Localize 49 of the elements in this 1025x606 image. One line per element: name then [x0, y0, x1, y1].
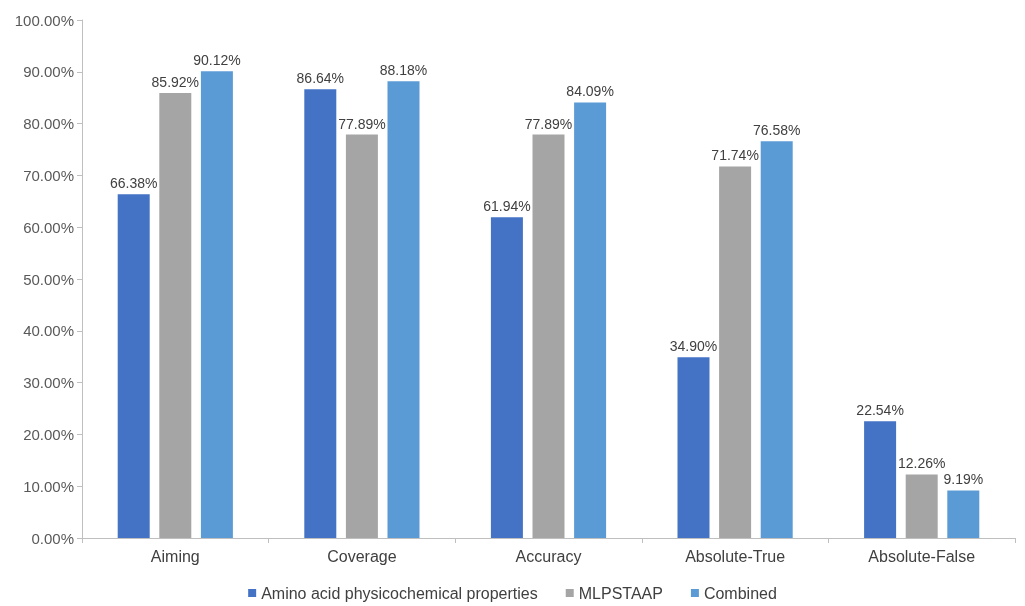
legend-label: Amino acid physicochemical properties: [261, 584, 538, 602]
data-label: 71.74%: [711, 147, 759, 164]
y-tick-label: 10.00%: [23, 477, 74, 495]
bar: [719, 166, 752, 538]
data-label: 34.90%: [669, 338, 718, 355]
y-tick-label: 20.00%: [23, 425, 74, 443]
bar: [304, 89, 337, 538]
bar: [490, 217, 523, 538]
x-tick-label: Accuracy: [515, 547, 582, 565]
data-label: 84.09%: [566, 83, 614, 100]
legend-label: Combined: [703, 584, 777, 602]
data-label: 86.64%: [296, 70, 345, 87]
legend-label: MLPSTAAP: [578, 584, 663, 602]
bar: [864, 421, 897, 538]
bar: [947, 490, 980, 538]
data-label: 85.92%: [151, 73, 200, 90]
data-label: 66.38%: [109, 175, 158, 192]
bar: [905, 474, 938, 538]
data-label: 22.54%: [856, 402, 904, 419]
data-label: 9.19%: [943, 471, 984, 488]
data-label: 77.89%: [338, 115, 386, 132]
y-tick-label: 60.00%: [23, 218, 74, 236]
data-label: 76.58%: [752, 122, 801, 139]
data-label: 90.12%: [193, 52, 241, 69]
bar: [760, 141, 793, 538]
y-tick-label: 0.00%: [31, 529, 74, 547]
data-label: 77.89%: [524, 115, 573, 132]
x-tick-label: Coverage: [327, 547, 397, 565]
y-tick-label: 80.00%: [23, 115, 74, 133]
x-tick-label: Absolute-False: [868, 547, 976, 565]
y-tick-label: 70.00%: [23, 166, 74, 184]
bar: [532, 134, 565, 538]
y-tick-label: 40.00%: [23, 322, 74, 340]
bar: [159, 92, 192, 538]
bar: [574, 102, 607, 538]
bar: [345, 134, 378, 538]
y-tick-label: 100.00%: [14, 11, 74, 29]
bar: [387, 81, 420, 538]
y-tick-label: 30.00%: [23, 374, 74, 392]
y-tick-label: 50.00%: [23, 270, 74, 288]
data-label: 12.26%: [897, 455, 946, 472]
bar: [677, 357, 710, 538]
data-label: 88.18%: [379, 62, 428, 79]
y-tick-label: 90.00%: [23, 63, 74, 81]
bar: [200, 71, 233, 538]
bar: [117, 194, 150, 538]
x-tick-label: Aiming: [150, 547, 200, 565]
x-tick-label: Absolute-True: [685, 547, 786, 565]
data-label: 61.94%: [483, 198, 531, 215]
